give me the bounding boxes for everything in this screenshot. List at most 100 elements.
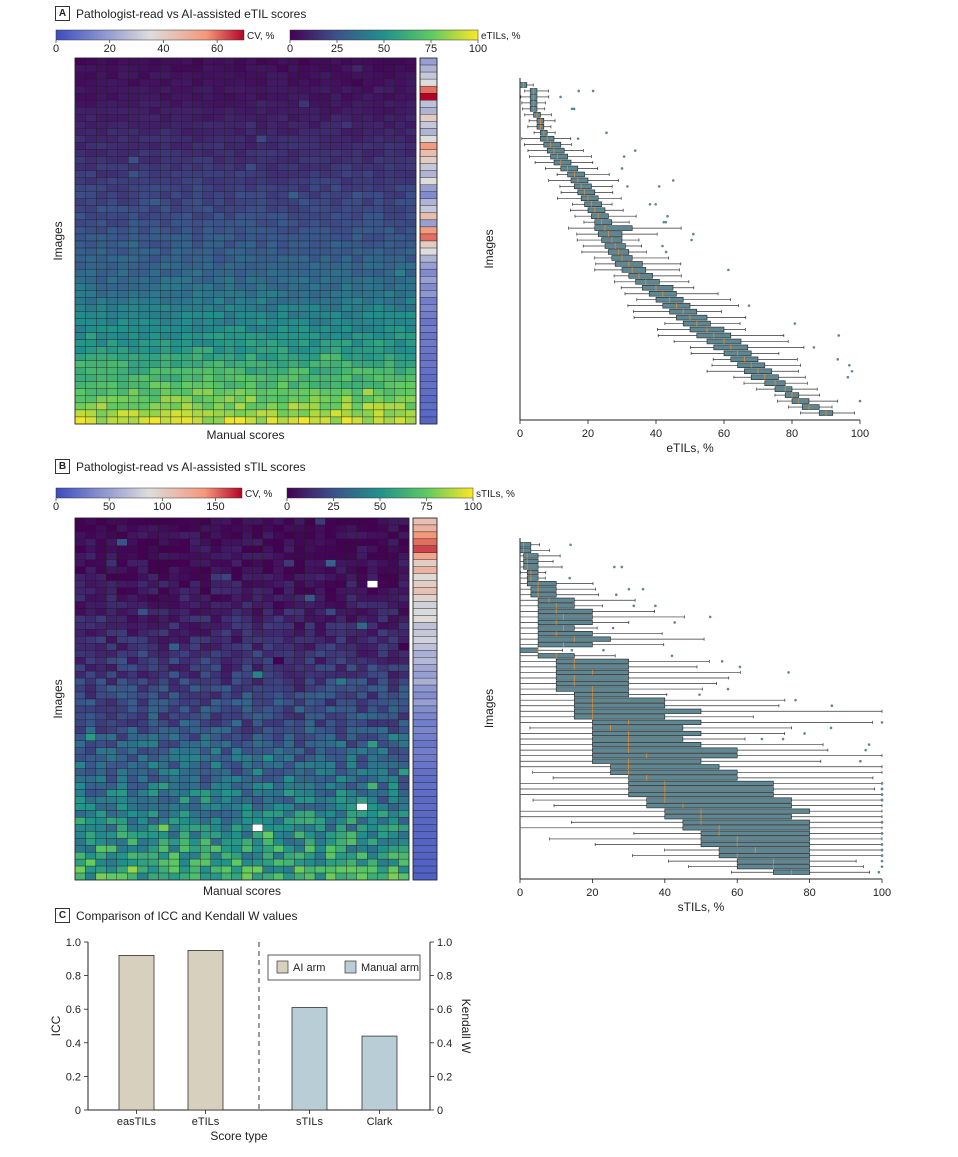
heatmap-cell xyxy=(74,57,86,66)
heatmap-cell xyxy=(319,332,331,340)
heatmap-cell xyxy=(373,64,385,73)
heatmap-cell xyxy=(373,297,385,305)
heatmap-cell xyxy=(147,789,159,797)
heatmap-cell xyxy=(128,360,140,368)
cv-cell xyxy=(412,670,438,679)
heatmap-cell xyxy=(127,670,138,679)
heatmap-cell xyxy=(373,311,385,319)
heatmap-cell xyxy=(137,580,149,588)
outlier-point xyxy=(666,214,669,218)
heatmap-cell xyxy=(231,733,243,741)
heatmap-cell xyxy=(383,57,395,66)
heatmap-cell xyxy=(283,740,295,748)
heatmap-cell xyxy=(213,261,225,270)
heatmap-cell xyxy=(273,677,284,686)
heatmap-cell xyxy=(367,677,378,686)
heatmap-cell xyxy=(252,517,264,526)
heatmap-cell xyxy=(346,629,357,637)
heatmap-cell xyxy=(202,367,214,375)
heatmap-cell xyxy=(210,657,222,665)
heatmap-cell xyxy=(213,135,225,143)
heatmap-cell xyxy=(387,872,399,881)
heatmap-cell xyxy=(149,240,161,249)
heatmap-cell xyxy=(266,261,278,270)
heatmap-cell xyxy=(179,719,190,728)
heatmap-cell xyxy=(277,297,289,305)
heatmap-cell xyxy=(373,325,385,333)
heatmap-cell xyxy=(405,346,417,354)
heatmap-cell xyxy=(255,121,267,129)
heatmap-cell xyxy=(231,865,243,874)
heatmap-cell xyxy=(106,858,117,867)
heatmap-cell xyxy=(192,184,204,192)
outlier-point xyxy=(671,179,675,182)
heatmap-cell xyxy=(149,268,161,277)
heatmap-cell xyxy=(138,219,150,228)
heatmap-cell xyxy=(314,664,326,672)
heatmap-cell xyxy=(398,775,410,783)
heatmap-cell xyxy=(106,552,117,560)
heatmap-cell xyxy=(405,304,417,312)
heatmap-cell xyxy=(405,184,417,192)
heatmap-cell xyxy=(356,580,368,588)
heatmap-cell xyxy=(298,78,310,87)
heatmap-cell xyxy=(325,608,337,616)
heatmap-cell xyxy=(181,121,193,129)
heatmap-cell xyxy=(168,782,180,790)
heatmap-cell xyxy=(137,545,149,553)
heatmap-cell xyxy=(213,184,225,192)
heatmap-cell xyxy=(192,240,204,249)
cv-b-tick-label: 100 xyxy=(153,501,171,513)
heatmap-cell xyxy=(262,810,274,818)
heatmap-cell xyxy=(168,615,180,623)
heatmap-cell xyxy=(277,367,289,375)
heatmap-cell xyxy=(74,374,86,382)
heatmap-cell xyxy=(74,367,86,375)
cv-cell xyxy=(412,824,438,832)
heatmap-cell xyxy=(147,622,159,630)
bar-stils xyxy=(291,1007,328,1111)
heatmap-cell xyxy=(294,545,305,553)
heatmap-cell xyxy=(373,290,385,298)
heatmap-cell xyxy=(394,135,406,143)
heatmap-cell xyxy=(202,219,214,228)
heatmap-cell xyxy=(74,858,86,867)
heatmap-cell xyxy=(319,353,331,361)
heatmap-cell xyxy=(128,64,140,73)
heatmap-cell xyxy=(383,219,395,228)
box xyxy=(774,386,793,392)
heatmap-cell xyxy=(287,226,299,235)
heatmap-cell xyxy=(220,636,232,644)
heatmap-cell xyxy=(255,198,267,206)
heatmap-cell xyxy=(202,332,214,340)
outlier-point xyxy=(657,185,661,188)
heatmap-cell xyxy=(335,803,347,811)
heatmap-cell xyxy=(160,142,172,150)
cv-cell xyxy=(412,664,438,672)
heatmap-cell xyxy=(398,838,410,846)
heatmap-cell xyxy=(394,57,406,66)
heatmap-cell xyxy=(325,775,337,783)
heatmap-cell xyxy=(398,545,410,553)
box xyxy=(646,803,792,809)
heatmap-cell xyxy=(335,622,347,630)
boxplot-x-tick-label: 100 xyxy=(873,887,891,899)
heatmap-cell xyxy=(147,754,159,762)
heatmap-cell xyxy=(319,360,331,368)
heatmap-cell xyxy=(220,538,232,547)
heatmap-cell xyxy=(255,128,267,136)
heatmap-cell xyxy=(330,268,342,277)
heatmap-cell xyxy=(74,559,86,567)
heatmap-cell xyxy=(394,198,406,206)
heatmap-cell xyxy=(85,254,97,263)
heatmap-cell xyxy=(137,636,149,644)
heatmap-cell xyxy=(85,184,97,192)
heatmap-cell xyxy=(179,601,190,609)
heatmap-cell xyxy=(335,677,347,686)
heatmap-cell xyxy=(117,247,129,256)
heatmap-cell xyxy=(189,810,201,818)
heatmap-cell xyxy=(266,374,278,382)
heatmap-cell xyxy=(168,559,180,567)
heatmap-cell xyxy=(224,339,236,347)
heatmap-cell xyxy=(325,573,337,581)
